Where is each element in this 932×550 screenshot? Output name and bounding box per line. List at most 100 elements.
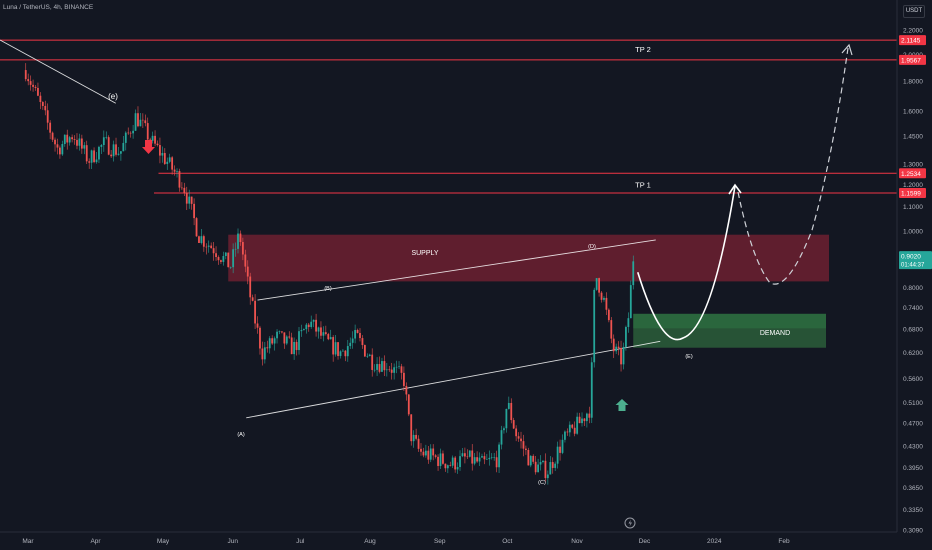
candle-body — [37, 87, 39, 96]
lightning-icon[interactable] — [624, 517, 636, 529]
candle-body — [168, 157, 171, 162]
price-level-tag — [899, 168, 926, 179]
candle-body — [590, 362, 593, 418]
candle-body — [198, 236, 200, 243]
candle-body — [627, 318, 630, 327]
time-tick-label: Oct — [502, 538, 512, 545]
candle-body — [305, 324, 308, 330]
candle-body — [49, 122, 52, 133]
candle-body — [505, 408, 508, 429]
candle-body — [249, 276, 252, 298]
candle-body — [432, 448, 435, 456]
price-tags: 2.1145 1.9567 1.2534 1.1599 0.9020 01:44:37 — [899, 35, 932, 270]
candle-body — [361, 338, 364, 346]
candle-body — [151, 135, 154, 141]
candle-body — [59, 147, 61, 155]
candle-body — [115, 144, 117, 155]
candle-body — [46, 110, 49, 123]
candle-body — [539, 462, 542, 465]
candle-body — [620, 347, 622, 365]
price-tick-label: 0.3090 — [903, 528, 923, 535]
candle-body — [193, 203, 195, 219]
projected-arrow-head — [728, 183, 742, 195]
candle-body — [315, 319, 317, 332]
candle-body — [390, 369, 393, 373]
candle-body — [224, 252, 227, 257]
price-tick-label: 0.8000 — [903, 285, 923, 292]
candle-body — [544, 460, 547, 479]
trendlines-layer — [0, 39, 661, 419]
candle-body — [366, 355, 369, 357]
candle-body — [561, 439, 564, 453]
candle-body — [461, 453, 464, 457]
candle-body — [483, 456, 486, 460]
wave-label-C: (C) — [538, 480, 546, 486]
candle-body — [363, 345, 366, 357]
candle-body — [61, 143, 64, 155]
candle-body — [493, 457, 496, 458]
currency-button[interactable]: USDT — [903, 5, 925, 18]
candle-body — [566, 431, 569, 433]
time-axis[interactable]: Mar Apr May Jun Jul Aug Sep Oct Nov Dec 2024 Feb — [22, 538, 790, 545]
symbol-title: Luna / TetherUS, 4h, BINANCE — [3, 4, 94, 11]
candle-body — [632, 261, 635, 286]
candle-body — [517, 436, 520, 439]
candle-body — [422, 451, 425, 456]
candle-body — [290, 337, 293, 355]
candle-body — [393, 367, 396, 373]
candle-body — [100, 144, 103, 147]
candle-body — [503, 428, 505, 431]
candle-body — [85, 145, 88, 162]
candle-body — [51, 132, 54, 140]
candle-body — [317, 327, 320, 332]
candle-body — [217, 257, 220, 261]
candle-body — [551, 462, 554, 468]
candle-body — [244, 254, 247, 267]
candle-body — [273, 338, 276, 344]
candles-layer — [24, 63, 635, 485]
time-tick-label: Dec — [639, 538, 651, 545]
candle-body — [281, 331, 283, 333]
candle-body — [542, 460, 544, 463]
candle-body — [420, 448, 422, 452]
candle-body — [117, 153, 120, 155]
price-level-tag — [899, 188, 926, 199]
price-tick-label: 1.8000 — [903, 79, 923, 86]
candle-body — [63, 134, 66, 144]
candle-body — [354, 329, 357, 339]
labels-layer: (e) (A) (B) (C) (D) (E) — [108, 92, 693, 486]
candle-body — [334, 342, 337, 355]
candle-body — [473, 457, 476, 464]
wave-label-E: (E) — [685, 354, 693, 360]
candle-body — [449, 465, 452, 466]
price-tick-label: 1.6000 — [903, 109, 923, 116]
candle-body — [476, 457, 479, 462]
time-tick-label: Feb — [778, 538, 790, 545]
time-tick-label: Aug — [364, 538, 376, 545]
candle-body — [129, 132, 132, 134]
candle-body — [437, 456, 439, 466]
projection-layer — [636, 43, 853, 341]
candle-body — [173, 169, 176, 172]
candle-body — [146, 123, 149, 140]
candle-body — [246, 266, 249, 277]
candle-body — [56, 144, 59, 148]
projected-path-dashed — [737, 47, 849, 285]
candle-body — [368, 354, 371, 356]
candle-body — [54, 139, 56, 145]
candle-body — [359, 332, 361, 339]
lower-channel-line — [246, 340, 661, 419]
candle-body — [556, 446, 559, 464]
candle-body — [622, 346, 625, 365]
candle-body — [312, 319, 315, 322]
candle-body — [598, 278, 600, 293]
tp1-label: TP 1 — [635, 180, 651, 189]
candle-body — [559, 446, 561, 453]
candle-body — [105, 137, 108, 138]
candle-body — [349, 342, 352, 347]
candle-body — [466, 456, 469, 458]
candle-body — [429, 448, 432, 460]
current-price-text: 0.9020 — [901, 254, 921, 261]
candle-body — [229, 267, 232, 268]
